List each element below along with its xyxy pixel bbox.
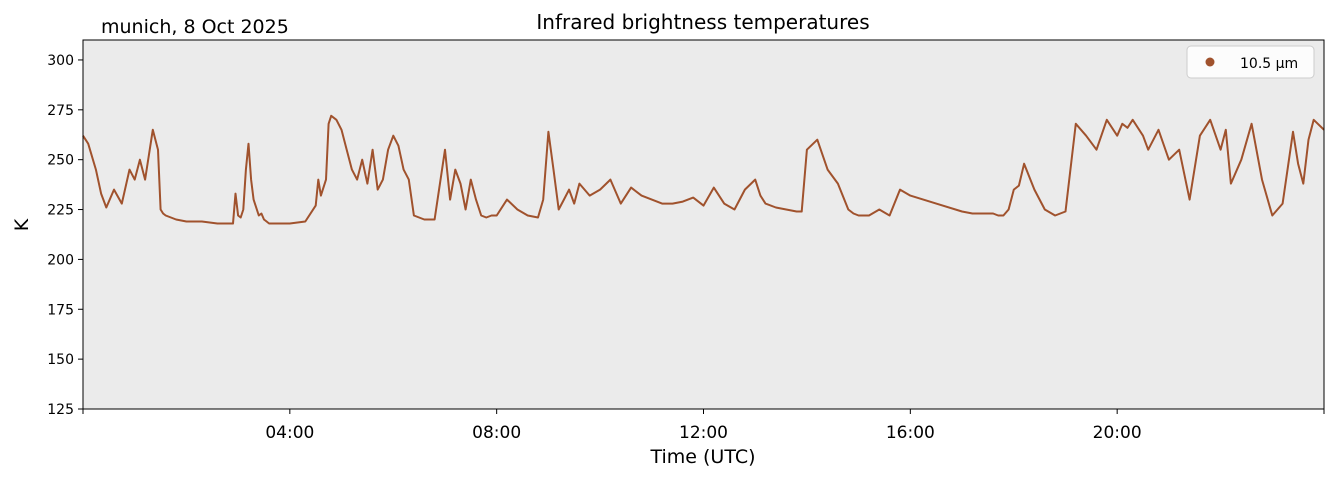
y-tick-label: 275 bbox=[47, 103, 74, 119]
location-date-label: munich, 8 Oct 2025 bbox=[101, 16, 289, 38]
x-axis-label: Time (UTC) bbox=[649, 446, 755, 468]
plot-area bbox=[83, 40, 1324, 409]
x-tick-label: 20:00 bbox=[1093, 423, 1142, 443]
x-tick-label: 08:00 bbox=[472, 423, 521, 443]
x-axis-ticks: 04:00 08:00 12:00 16:00 20:00 bbox=[82, 409, 1325, 443]
y-tick-label: 175 bbox=[47, 302, 74, 318]
y-tick-label: 250 bbox=[47, 153, 74, 169]
x-tick-label: 12:00 bbox=[679, 423, 728, 443]
legend-label: 10.5 µm bbox=[1240, 56, 1298, 72]
series-line-0 bbox=[82, 114, 1325, 225]
chart-title: Infrared brightness temperatures bbox=[536, 10, 869, 34]
y-tick-label: 300 bbox=[47, 53, 74, 69]
y-tick-label: 150 bbox=[47, 352, 74, 368]
y-axis-ticks: 125 150 175 200 225 250 275 300 bbox=[47, 53, 83, 418]
x-tick-label: 04:00 bbox=[265, 423, 314, 443]
x-tick-label: 16:00 bbox=[886, 423, 935, 443]
y-tick-label: 225 bbox=[47, 203, 74, 219]
legend-marker bbox=[1205, 57, 1215, 67]
y-axis-label: K bbox=[11, 218, 33, 231]
legend-box bbox=[1186, 45, 1315, 79]
y-tick-label: 200 bbox=[47, 252, 74, 268]
legend: 10.5 µm bbox=[1186, 45, 1315, 79]
y-tick-label: 125 bbox=[47, 402, 74, 418]
